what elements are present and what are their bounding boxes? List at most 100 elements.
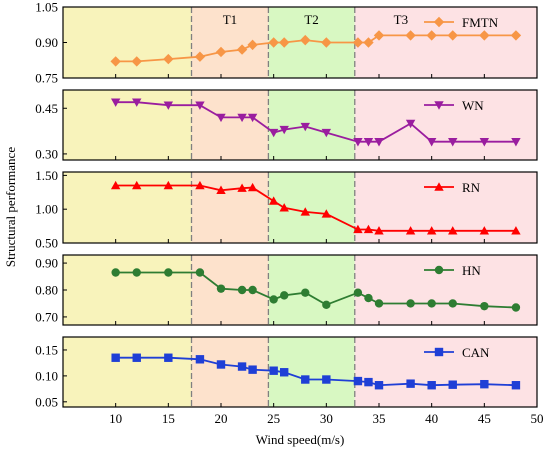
region-band (354, 7, 537, 78)
panel-frame (62, 254, 538, 326)
data-point (247, 182, 258, 192)
panel-frame (62, 171, 538, 244)
x-tick-label: 50 (531, 411, 544, 426)
panel-frame (62, 336, 538, 408)
panel-rn: RN 0.50 1.00 1.50 (35, 168, 538, 251)
x-tick-label: 35 (373, 411, 386, 426)
legend-marker (434, 101, 444, 110)
data-point (321, 209, 332, 218)
y-tick-label: 0.90 (35, 256, 58, 271)
data-point (373, 30, 385, 41)
y-tick-label: 0.70 (35, 309, 58, 324)
data-point (269, 366, 278, 375)
data-point (511, 226, 521, 235)
data-point (353, 376, 363, 386)
x-tick-label: 25 (267, 411, 280, 426)
legend-marker (434, 347, 444, 357)
region-label: T1 (223, 12, 237, 27)
data-point (363, 37, 374, 48)
data-point (279, 125, 289, 135)
data-point (511, 138, 521, 147)
data-point (322, 375, 331, 384)
data-point (406, 299, 415, 308)
data-point (426, 30, 437, 41)
data-point (426, 138, 437, 147)
region-band (354, 90, 537, 160)
x-tick-label: 15 (162, 411, 175, 426)
data-point (111, 268, 120, 277)
panel-fmtn: T1 T2 T3 FMTN 0.75 0.90 1.05 (35, 0, 538, 86)
x-tick-label: 40 (425, 411, 438, 426)
data-point (511, 303, 521, 312)
data-point (132, 268, 141, 277)
panel-frame (62, 89, 538, 161)
data-point (268, 37, 279, 48)
data-point (279, 203, 289, 212)
data-point (448, 226, 458, 235)
data-point (194, 51, 206, 62)
data-point (215, 46, 227, 58)
x-tick-label: 10 (109, 411, 122, 426)
data-point (479, 138, 490, 147)
panel-can: CAN 0.05 0.10 0.15 (35, 336, 538, 409)
data-point (321, 37, 332, 48)
panel-hn: HN 0.70 0.80 0.90 (35, 254, 538, 326)
legend-label: RN (462, 180, 481, 195)
data-point (353, 288, 363, 297)
data-point (322, 300, 331, 310)
data-point (279, 37, 290, 48)
data-point (374, 299, 384, 308)
data-point (195, 268, 205, 277)
data-point (374, 226, 384, 235)
data-point (480, 301, 489, 311)
data-point (511, 381, 521, 390)
data-point (216, 284, 226, 293)
data-point (247, 113, 258, 123)
y-axis-label: Structural performance (3, 147, 18, 267)
region-band (63, 255, 192, 325)
data-point (363, 138, 374, 147)
data-point (353, 138, 363, 147)
data-point (195, 355, 205, 364)
x-axis-label: Wind speed(m/s) (256, 432, 345, 447)
y-tick-label: 0.80 (35, 283, 58, 298)
y-tick-label: 0.05 (35, 394, 58, 409)
data-point (480, 379, 489, 389)
data-point (247, 39, 258, 51)
y-tick-label: 1.00 (35, 202, 58, 217)
data-point (406, 379, 415, 388)
region-band (268, 255, 355, 325)
data-point (237, 285, 247, 295)
data-point (110, 180, 121, 190)
data-point (132, 180, 142, 190)
data-point (163, 53, 174, 65)
data-point (280, 291, 289, 300)
data-point (164, 353, 173, 362)
data-point (268, 196, 279, 205)
data-point (268, 128, 279, 138)
region-band (63, 7, 192, 78)
panel-frame (62, 6, 538, 79)
region-band (354, 337, 537, 407)
data-point (301, 288, 310, 297)
data-point (237, 362, 247, 371)
data-point (132, 98, 142, 107)
legend-label: FMTN (462, 15, 499, 30)
data-point (352, 37, 364, 48)
data-point (301, 375, 310, 384)
legend-marker (434, 182, 444, 191)
data-point (364, 377, 373, 387)
legend-label: CAN (462, 345, 490, 360)
legend-label: WN (462, 98, 484, 113)
data-point (321, 128, 332, 138)
x-tick-label: 20 (215, 411, 228, 426)
y-tick-label: 0.15 (35, 342, 58, 357)
data-point (374, 381, 384, 390)
data-point (237, 183, 247, 192)
data-point (405, 119, 416, 129)
region-band (191, 7, 269, 78)
data-point (195, 180, 205, 190)
region-band (354, 255, 537, 325)
data-point (269, 295, 278, 304)
